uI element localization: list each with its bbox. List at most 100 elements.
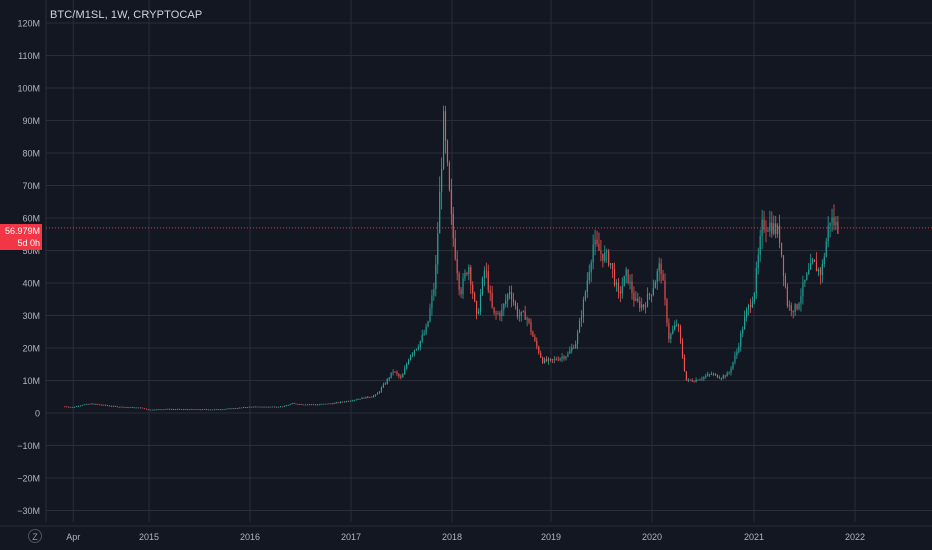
candle-body: [718, 377, 720, 379]
candle-body: [633, 293, 635, 301]
candle-body: [742, 329, 744, 334]
candle-body: [658, 263, 660, 272]
candle-body: [619, 291, 621, 294]
candle-body: [573, 347, 575, 349]
x-tick-label: 2019: [541, 532, 561, 542]
timezone-icon[interactable]: Z: [28, 529, 42, 543]
candle-body: [617, 282, 619, 292]
candle-body: [695, 379, 697, 382]
candle-body: [709, 374, 711, 375]
candle-body: [738, 346, 740, 352]
candle-body: [138, 407, 140, 409]
candle-body: [112, 405, 114, 407]
candle-body: [561, 356, 563, 359]
candle-body: [289, 404, 291, 406]
candle-body: [466, 272, 468, 275]
candle-body: [771, 222, 773, 234]
candle-body: [93, 403, 95, 405]
candle-body: [468, 267, 470, 275]
candle-body: [728, 372, 730, 374]
candle-body: [538, 346, 540, 354]
candle-body: [720, 378, 722, 379]
y-tick-label: 100M: [17, 84, 40, 94]
candle-body: [244, 407, 247, 409]
candle-body: [322, 403, 324, 405]
candle-body: [330, 403, 332, 405]
candle-body: [701, 378, 703, 380]
candle-body: [206, 409, 208, 411]
candle-body: [415, 348, 417, 351]
candle-body: [798, 303, 800, 309]
candle-body: [656, 271, 658, 282]
candle-body: [563, 356, 565, 359]
candle-body: [165, 409, 167, 410]
candle-body: [596, 239, 598, 245]
candle-body: [514, 302, 517, 307]
candle-body: [161, 409, 163, 411]
candle-body: [217, 409, 219, 411]
candle-body: [812, 259, 814, 263]
candle-body: [283, 405, 285, 407]
candle-body: [291, 403, 293, 405]
candle-body: [87, 403, 89, 405]
candle-body: [345, 401, 348, 402]
candle-body: [140, 407, 142, 409]
candle-body: [266, 406, 268, 408]
candle-body: [456, 259, 458, 274]
candle-body: [188, 409, 190, 411]
candle-body: [441, 168, 443, 192]
candle-body: [295, 403, 297, 405]
candle-body: [378, 391, 381, 394]
candle-body: [209, 409, 212, 411]
candle-body: [147, 409, 149, 411]
candle-body: [89, 403, 91, 405]
candle-body: [326, 403, 328, 405]
candle-body: [106, 405, 109, 407]
candle-body: [221, 409, 223, 411]
candle-body: [398, 373, 400, 377]
candle-body: [689, 379, 691, 381]
candle-body: [611, 263, 614, 269]
candle-body: [373, 395, 375, 397]
candle-body: [559, 358, 561, 361]
candle-body: [534, 336, 536, 341]
y-tick-label: −10M: [17, 441, 40, 451]
candle-body: [202, 409, 204, 411]
candle-body: [157, 409, 159, 411]
candle-body: [804, 279, 806, 283]
last-price-value: 56.979M: [4, 226, 40, 236]
candle-body: [479, 294, 482, 312]
candle-body: [287, 405, 289, 406]
candle-body: [512, 299, 515, 303]
candle-body: [522, 311, 524, 313]
candle-body: [592, 244, 594, 263]
candle-body: [347, 401, 349, 402]
candle-body: [571, 347, 573, 351]
candle-body: [444, 111, 447, 141]
candle-body: [645, 306, 647, 308]
candle-body: [310, 404, 313, 406]
candle-body: [450, 189, 452, 214]
y-tick-label: −30M: [17, 506, 40, 516]
candle-body: [458, 273, 460, 290]
candle-body: [242, 407, 245, 409]
candle-body: [272, 406, 274, 408]
y-tick-label: 110M: [18, 51, 40, 61]
candle-body: [66, 406, 68, 408]
candle-body: [598, 244, 600, 251]
candle-body: [491, 292, 493, 308]
candle-body: [594, 239, 596, 245]
y-tick-label: 20M: [22, 344, 40, 354]
candle-body: [75, 406, 78, 408]
y-tick-label: 40M: [22, 279, 40, 289]
candle-body: [477, 311, 480, 314]
candle-body: [806, 273, 808, 280]
bar-countdown: 5d 0h: [17, 238, 40, 248]
candle-body: [173, 409, 175, 410]
candle-body: [312, 404, 315, 406]
candle-body: [586, 280, 588, 293]
candle-body: [699, 379, 701, 381]
candle-body: [299, 404, 301, 405]
